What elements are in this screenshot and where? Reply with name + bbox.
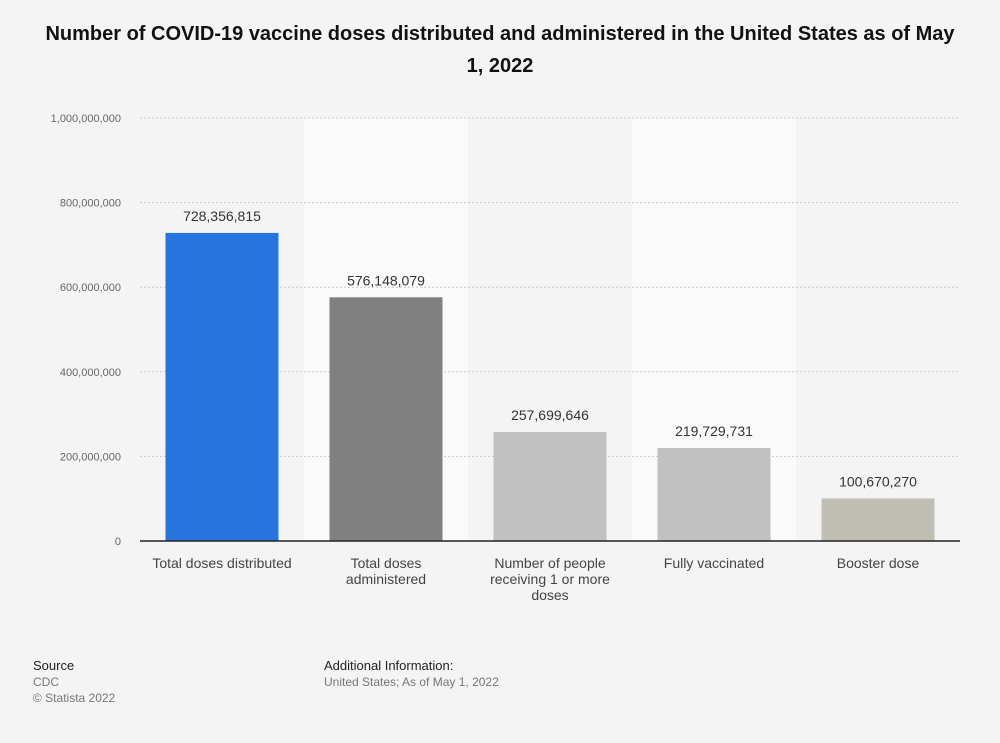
bar[interactable] bbox=[493, 431, 607, 541]
y-tick-label: 1,000,000,000 bbox=[51, 113, 121, 125]
y-axis-tick-labels: 0 200,000,000 400,000,000 600,000,000 800,00… bbox=[51, 113, 121, 548]
value-label: 100,670,270 bbox=[839, 473, 917, 489]
bar[interactable] bbox=[657, 448, 771, 541]
bars bbox=[165, 232, 935, 541]
category-label: Total doses distributed bbox=[152, 555, 291, 571]
value-labels: 728,356,815 576,148,079 257,699,646 219,729… bbox=[183, 208, 917, 490]
y-tick-label: 400,000,000 bbox=[60, 367, 121, 379]
y-tick-label: 800,000,000 bbox=[60, 198, 121, 210]
additional-info-block: Additional Information: United States; A… bbox=[324, 658, 499, 690]
value-label: 257,699,646 bbox=[511, 407, 589, 423]
additional-info-label: Additional Information: bbox=[324, 658, 454, 673]
source-label: Source bbox=[33, 658, 75, 673]
category-label: Number of people receiving 1 or more doses bbox=[490, 555, 610, 603]
y-tick-label: 0 bbox=[115, 536, 121, 548]
bar[interactable] bbox=[165, 232, 279, 541]
x-axis-tick-labels: Total doses distributed Total doses admini… bbox=[152, 555, 919, 603]
copyright[interactable]: © Statista 2022 bbox=[33, 691, 116, 705]
category-label: Total doses administered bbox=[346, 555, 426, 587]
category-label: Booster dose bbox=[837, 555, 920, 571]
y-tick-label: 600,000,000 bbox=[60, 282, 121, 294]
source-name[interactable]: CDC bbox=[33, 675, 59, 689]
category-label: Fully vaccinated bbox=[664, 555, 764, 571]
additional-info-text: United States; As of May 1, 2022 bbox=[324, 675, 499, 689]
bar[interactable] bbox=[329, 297, 443, 541]
value-label: 576,148,079 bbox=[347, 272, 425, 288]
value-label: 728,356,815 bbox=[183, 208, 261, 224]
bar[interactable] bbox=[821, 498, 935, 541]
chart-title: Number of COVID-19 vaccine doses distrib… bbox=[45, 23, 955, 77]
source-block: Source CDC © Statista 2022 bbox=[33, 658, 115, 706]
y-tick-label: 200,000,000 bbox=[60, 451, 121, 463]
value-label: 219,729,731 bbox=[675, 423, 753, 439]
